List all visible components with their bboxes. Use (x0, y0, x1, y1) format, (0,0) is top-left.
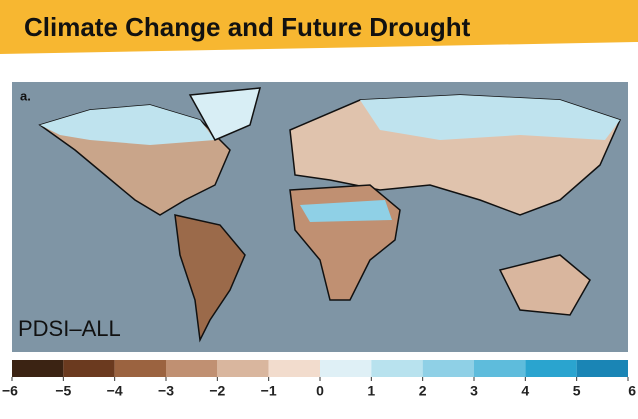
tick-label: −6 (2, 383, 18, 399)
colorbar-segment (525, 360, 577, 377)
colorbar-segment (217, 360, 269, 377)
title: Climate Change and Future Drought (24, 12, 471, 42)
colorbar-segment (576, 360, 628, 377)
tick-label: 0 (316, 383, 324, 399)
colorbar-segment (474, 360, 526, 377)
title-banner (0, 0, 638, 54)
colorbar-segment (422, 360, 474, 377)
greenland (188, 87, 262, 141)
colorbar-segment (166, 360, 218, 377)
south-america (174, 214, 246, 343)
continents (38, 87, 622, 343)
tick-label: −2 (209, 383, 225, 399)
colorbar-segment (114, 360, 166, 377)
australia (498, 254, 591, 316)
tick-label: −1 (261, 383, 277, 399)
africa-band (300, 200, 392, 222)
tick-label: −4 (107, 383, 123, 399)
colorbar-segment (268, 360, 320, 377)
panel-label: a. (20, 88, 31, 103)
tick-label: −3 (158, 383, 174, 399)
colorbar-segment (63, 360, 115, 377)
tick-label: 1 (367, 383, 375, 399)
tick-label: 4 (521, 383, 529, 399)
colorbar-segment (12, 360, 64, 377)
colorbar-segment (371, 360, 423, 377)
north-america-north (40, 105, 215, 145)
colorbar: −6 −5 −4 −3 −2 −1 0 1 2 3 4 5 6 (2, 360, 636, 399)
map: a. PDSI–ALL (12, 82, 628, 352)
tick-label: 5 (573, 383, 581, 399)
eurasia-north (360, 95, 620, 140)
tick-label: 2 (419, 383, 427, 399)
colorbar-segment (320, 360, 372, 377)
tick-label: −5 (55, 383, 71, 399)
tick-label: 3 (470, 383, 478, 399)
index-label: PDSI–ALL (18, 316, 121, 341)
tick-label: 6 (628, 383, 636, 399)
